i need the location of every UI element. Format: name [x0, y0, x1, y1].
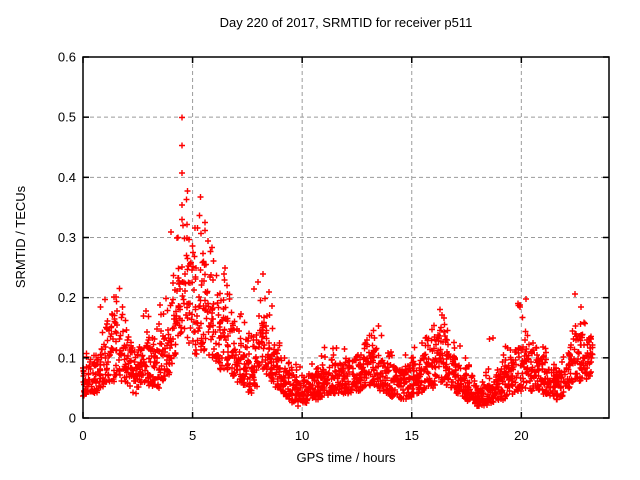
- x-axis-label: GPS time / hours: [297, 450, 396, 465]
- axis-ticks: [82, 56, 609, 419]
- y-axis-label: SRMTID / TECUs: [13, 185, 28, 288]
- tick-labels: 0 5 10 15 20 0 0.1 0.2 0.3 0.4 0.5 0.6: [58, 50, 529, 444]
- x-tick-label: 0: [79, 428, 86, 443]
- x-tick-label: 10: [295, 428, 309, 443]
- y-tick-label: 0.2: [58, 290, 76, 305]
- y-tick-label: 0.5: [58, 110, 76, 125]
- chart-title: Day 220 of 2017, SRMTID for receiver p51…: [220, 15, 473, 30]
- y-tick-label: 0.3: [58, 230, 76, 245]
- y-tick-label: 0.4: [58, 170, 76, 185]
- x-tick-label: 15: [405, 428, 419, 443]
- x-tick-label: 5: [189, 428, 196, 443]
- y-tick-label: 0: [69, 411, 76, 426]
- x-tick-label: 20: [514, 428, 528, 443]
- y-tick-label: 0.1: [58, 350, 76, 365]
- y-tick-label: 0.6: [58, 50, 76, 65]
